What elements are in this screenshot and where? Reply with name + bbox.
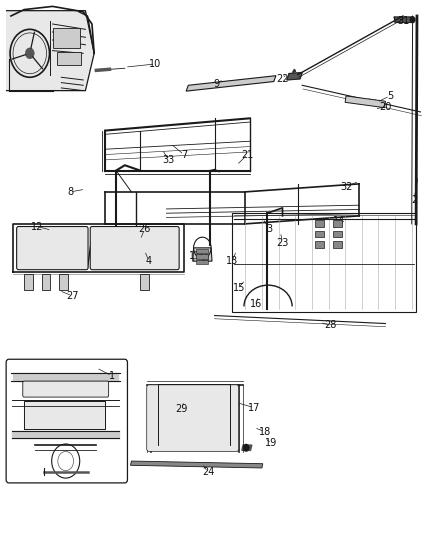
- Text: 20: 20: [379, 102, 392, 111]
- Bar: [315, 231, 324, 237]
- Text: 5: 5: [387, 91, 393, 101]
- Text: 18: 18: [259, 427, 271, 437]
- Text: 21: 21: [241, 150, 254, 159]
- Text: 22: 22: [276, 74, 289, 84]
- Text: 8: 8: [67, 187, 73, 197]
- Text: 19: 19: [265, 439, 278, 448]
- FancyBboxPatch shape: [23, 381, 109, 397]
- Text: 32: 32: [340, 182, 352, 191]
- Text: 27: 27: [66, 291, 78, 301]
- Text: 30: 30: [198, 254, 210, 263]
- Bar: [315, 241, 324, 248]
- Text: 28: 28: [325, 320, 337, 330]
- FancyBboxPatch shape: [90, 227, 179, 270]
- Polygon shape: [7, 11, 94, 91]
- Circle shape: [25, 48, 34, 59]
- Text: 10: 10: [149, 59, 162, 69]
- Text: 3: 3: [266, 224, 272, 234]
- Bar: [140, 274, 149, 290]
- Bar: [53, 28, 80, 48]
- Polygon shape: [242, 445, 252, 450]
- Bar: [333, 220, 342, 227]
- Text: 23: 23: [276, 238, 289, 247]
- Bar: [57, 52, 81, 65]
- Bar: [196, 254, 208, 259]
- Text: 33: 33: [162, 155, 175, 165]
- Text: 4: 4: [146, 256, 152, 266]
- Text: 1: 1: [109, 371, 115, 381]
- Text: 29: 29: [176, 405, 188, 414]
- Bar: [196, 249, 208, 253]
- Bar: [333, 241, 342, 248]
- Text: 15: 15: [233, 283, 245, 293]
- Text: 13: 13: [226, 256, 238, 266]
- Bar: [232, 213, 416, 312]
- Text: 7: 7: [181, 150, 187, 159]
- Circle shape: [410, 17, 415, 23]
- Bar: [196, 260, 208, 264]
- Bar: [24, 274, 33, 290]
- Polygon shape: [394, 17, 413, 22]
- Circle shape: [243, 444, 249, 451]
- FancyBboxPatch shape: [6, 359, 127, 483]
- Polygon shape: [345, 96, 385, 108]
- FancyBboxPatch shape: [147, 385, 239, 451]
- Bar: [315, 220, 324, 227]
- Bar: [333, 231, 342, 237]
- Polygon shape: [13, 373, 118, 381]
- Text: 12: 12: [31, 222, 43, 231]
- Bar: [59, 274, 68, 290]
- Text: 11: 11: [189, 251, 201, 261]
- Text: 9: 9: [214, 79, 220, 89]
- Polygon shape: [24, 401, 105, 429]
- Text: 31: 31: [397, 17, 409, 26]
- Text: 16: 16: [250, 299, 262, 309]
- Bar: [42, 274, 50, 290]
- Text: 2: 2: [411, 195, 417, 205]
- Polygon shape: [12, 431, 119, 438]
- Polygon shape: [131, 461, 263, 468]
- Text: 14: 14: [333, 216, 346, 226]
- Polygon shape: [287, 72, 302, 80]
- Text: 17: 17: [248, 403, 260, 413]
- Text: 26: 26: [138, 224, 151, 234]
- Polygon shape: [193, 248, 212, 261]
- Polygon shape: [186, 76, 276, 91]
- Text: 24: 24: [202, 467, 214, 477]
- FancyBboxPatch shape: [17, 227, 88, 270]
- Polygon shape: [293, 69, 296, 72]
